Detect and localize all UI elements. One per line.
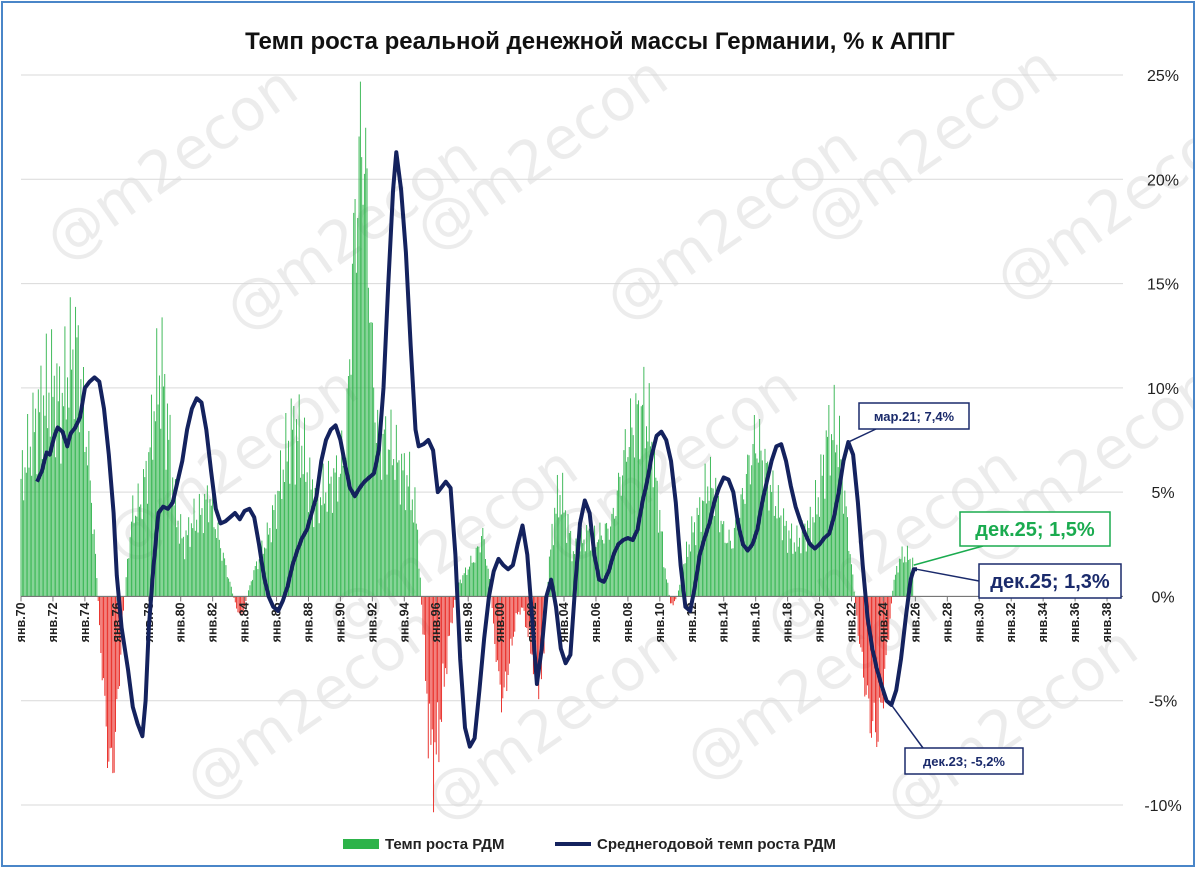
y-tick-label: 25% — [1147, 68, 1179, 85]
x-tick-label: янв.12 — [685, 602, 699, 642]
callout-leader-2 — [916, 568, 980, 582]
x-tick-label: янв.00 — [493, 602, 507, 642]
x-tick-label: янв.34 — [1036, 602, 1050, 642]
x-tick-label: янв.26 — [908, 602, 922, 642]
x-tick-label: янв.38 — [1100, 602, 1114, 642]
callout-leader-0 — [847, 428, 877, 443]
x-tick-label: янв.92 — [365, 602, 379, 642]
x-tick-label: янв.84 — [238, 602, 252, 642]
x-tick-label: янв.36 — [1068, 602, 1082, 642]
x-tick-label: янв.24 — [876, 602, 890, 642]
y-tick-label: 20% — [1147, 172, 1179, 189]
y-tick-label: 10% — [1147, 381, 1179, 398]
watermark-6: @m2econ — [92, 352, 370, 575]
x-tick-label: янв.88 — [301, 602, 315, 642]
callout-box-1 — [959, 511, 1111, 547]
money-supply-chart: @m2econ@m2econ@m2econ@m2econ@m2econ@m2ec… — [14, 28, 1193, 853]
watermark-12: @m2econ — [412, 612, 690, 835]
x-tick-label: янв.86 — [270, 602, 284, 642]
callout-label-2: дек.25; 1,3% — [990, 571, 1110, 593]
callouts: мар.21; 7,4% дек.25; 1,5% дек.25; 1,3% дек.… — [847, 402, 1122, 775]
legend: Темп роста РДМ Среднегодовой темп роста … — [343, 836, 836, 853]
x-tick-label: янв.32 — [1004, 602, 1018, 642]
y-tick-label: 15% — [1147, 277, 1179, 294]
x-tick-label: янв.90 — [333, 602, 347, 642]
x-tick-label: янв.06 — [589, 602, 603, 642]
x-tick-label: янв.22 — [844, 602, 858, 642]
callout-box-2 — [978, 563, 1122, 599]
x-tick-label: янв.94 — [397, 602, 411, 642]
legend-label-line: Среднегодовой темп роста РДМ — [597, 836, 836, 853]
x-tick-label: янв.96 — [429, 602, 443, 642]
x-tick-label: янв.82 — [206, 602, 220, 642]
watermark-0: @m2econ — [32, 52, 310, 275]
x-tick-label: янв.30 — [972, 602, 986, 642]
x-tick-label: янв.16 — [749, 602, 763, 642]
x-tick-label: янв.72 — [46, 602, 60, 642]
chart-title: Темп роста реальной денежной массы Герма… — [245, 28, 955, 55]
callout-label-0: мар.21; 7,4% — [874, 409, 955, 424]
x-tick-label: янв.20 — [813, 602, 827, 642]
callout-box-0 — [858, 402, 970, 430]
y-axis-ticks: -10% -5% 0% 5% 10% 15% 20% 25% — [1144, 68, 1181, 815]
legend-swatch-bar — [343, 839, 379, 849]
y-tick-label: 0% — [1151, 589, 1174, 606]
x-tick-label: янв.28 — [940, 602, 954, 642]
x-tick-label: янв.18 — [781, 602, 795, 642]
callout-leader-1 — [913, 545, 984, 566]
y-tick-label: -10% — [1144, 798, 1181, 815]
x-tick-label: янв.70 — [14, 602, 28, 642]
callout-label-1: дек.25; 1,5% — [975, 519, 1095, 541]
y-tick-label: 5% — [1151, 485, 1174, 502]
x-tick-label: янв.74 — [78, 602, 92, 642]
x-tick-label: янв.98 — [461, 602, 475, 642]
x-tick-label: янв.14 — [717, 602, 731, 642]
callout-label-3: дек.23; -5,2% — [923, 754, 1005, 769]
x-tick-label: янв.80 — [174, 602, 188, 642]
legend-label-bar: Темп роста РДМ — [385, 836, 504, 853]
line-series — [35, 150, 917, 749]
y-tick-label: -5% — [1149, 694, 1177, 711]
x-tick-label: янв.10 — [653, 602, 667, 642]
callout-leader-3 — [890, 704, 924, 749]
x-axis-ticks: янв.70 янв.72 янв.74 янв.76 янв.78 янв.80 янв.… — [14, 596, 1114, 642]
average-growth-line — [35, 150, 917, 749]
x-tick-label: янв.08 — [621, 602, 635, 642]
callout-box-3 — [904, 747, 1024, 775]
